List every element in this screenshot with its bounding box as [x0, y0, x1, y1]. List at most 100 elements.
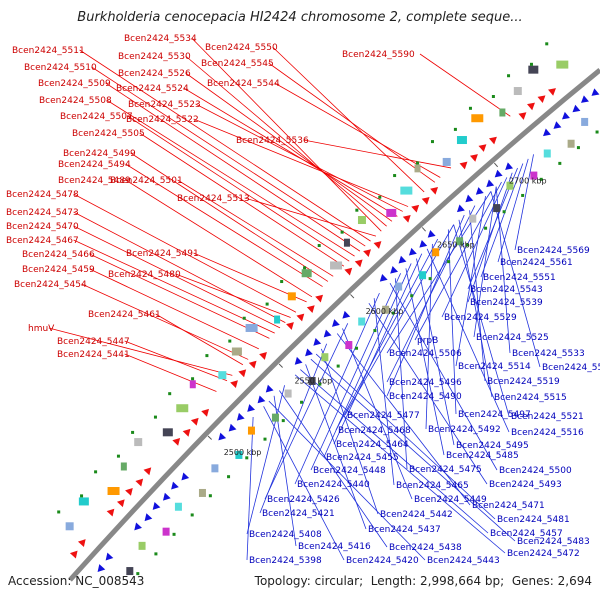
red-gene-label[interactable]: Bcen2424_5499 [63, 149, 136, 159]
red-gene-label[interactable]: Bcen2424_5544 [207, 79, 280, 89]
blue-gene-label[interactable]: Bcen2424_5506 [389, 349, 462, 359]
red-gene-label[interactable]: Bcen2424_5590 [342, 50, 415, 60]
red-gene-label[interactable]: Bcen2424_5526 [118, 69, 191, 79]
red-gene-label[interactable]: Bcen2424_5536 [236, 136, 309, 146]
red-gene-label[interactable]: Bcen2424_5494 [58, 160, 131, 170]
red-gene-label[interactable]: Bcen2424_5441 [57, 350, 130, 360]
red-gene-label[interactable]: Bcen2424_5545 [201, 59, 274, 69]
blue-gene-label[interactable]: Bcen2424_5464 [336, 440, 409, 450]
feature-dot [280, 280, 284, 284]
blue-gene-label[interactable]: Bcen2424_5481 [497, 515, 570, 525]
red-gene-label[interactable]: Bcen2424_5511 [12, 46, 85, 56]
blue-gene-label[interactable]: Bcen2424_5426 [267, 495, 340, 505]
red-gene-label[interactable]: Bcen2424_5454 [14, 280, 87, 290]
red-gene-label[interactable]: Bcen2424_5470 [6, 222, 79, 232]
feature-block [107, 487, 120, 496]
red-gene-label[interactable]: hmuV [28, 324, 55, 334]
feature-block [287, 292, 296, 301]
blue-gene-label[interactable]: Bcen2424_5468 [338, 426, 411, 436]
blue-gene-label[interactable]: Bcen2424_5443 [427, 556, 500, 566]
forward-gene-arrow [230, 380, 238, 389]
blue-leader-lines [246, 154, 541, 561]
blue-gene-label[interactable]: Bcen2424_5471 [472, 501, 545, 511]
blue-gene-label[interactable]: Bcen2424_5519 [487, 377, 560, 387]
blue-gene-label[interactable]: Bcen2424_5533 [512, 349, 585, 359]
blue-gene-label[interactable]: Bcen2424_5465 [396, 481, 469, 491]
blue-gene-labels: Bcen2424_5569 Bcen2424_5561 Bcen2424_5551 B… [249, 246, 600, 566]
red-gene-label[interactable]: Bcen2424_5491 [126, 249, 199, 259]
blue-gene-label[interactable]: Bcen2424_5408 [249, 530, 322, 540]
red-gene-label[interactable]: Bcen2424_5523 [128, 100, 201, 110]
blue-gene-label[interactable]: Bcen2424_5529 [444, 313, 517, 323]
red-gene-label[interactable]: Bcen2424_5505 [72, 129, 145, 139]
blue-gene-label[interactable]: Bcen2424_5561 [500, 258, 573, 268]
reverse-gene-arrow [465, 194, 474, 203]
blue-gene-label[interactable]: Bcen2424_5521 [511, 412, 584, 422]
red-gene-label[interactable]: Bcen2424_5501 [110, 176, 183, 186]
blue-gene-label[interactable]: Bcen2424_5539 [470, 298, 543, 308]
red-gene-label[interactable]: Bcen2424_5461 [88, 310, 161, 320]
blue-gene-label[interactable]: Bcen2424_5514 [458, 362, 531, 372]
blue-gene-label[interactable]: Bcen2424_5497 [458, 410, 531, 420]
blue-leader-line [514, 154, 534, 251]
blue-gene-label[interactable]: Bcen2424_5485 [446, 451, 519, 461]
blue-gene-label[interactable]: Bcen2424_5492 [428, 425, 501, 435]
red-gene-label[interactable]: Bcen2424_5510 [24, 63, 97, 73]
red-gene-label[interactable]: Bcen2424_5530 [118, 52, 191, 62]
accession-label: Accession: [8, 574, 72, 588]
blue-gene-label[interactable]: Bcen2424_5398 [249, 556, 322, 566]
blue-gene-label[interactable]: Bcen2424_5537 [542, 363, 600, 373]
blue-gene-label[interactable]: Bcen2424_5437 [368, 525, 441, 535]
blue-gene-label[interactable]: Bcen2424_5483 [517, 537, 590, 547]
red-gene-label[interactable]: Bcen2424_5507 [60, 112, 133, 122]
blue-gene-label[interactable]: Bcen2424_5440 [297, 480, 370, 490]
blue-gene-label[interactable]: Bcen2424_5525 [476, 333, 549, 343]
blue-gene-label[interactable]: Bcen2424_5490 [389, 392, 462, 402]
blue-gene-label[interactable]: Bcen2424_5448 [313, 466, 386, 476]
blue-gene-label[interactable]: Bcen2424_5457 [490, 529, 563, 539]
red-gene-label[interactable]: Bcen2424_5447 [57, 337, 130, 347]
blue-gene-label[interactable]: Bcen2424_5477 [347, 411, 420, 421]
blue-gene-label[interactable]: Bcen2424_5543 [470, 285, 543, 295]
red-gene-label[interactable]: Bcen2424_5473 [6, 208, 79, 218]
blue-gene-label[interactable]: Bcen2424_5500 [499, 466, 572, 476]
blue-gene-label[interactable]: Bcen2424_5438 [389, 543, 462, 553]
blue-gene-label[interactable]: Bcen2424_5416 [298, 542, 371, 552]
forward-gene-arrow [421, 197, 430, 205]
red-gene-label[interactable]: Bcen2424_5534 [124, 34, 197, 44]
blue-gene-label[interactable]: Bcen2424_5449 [414, 495, 487, 505]
blue-gene-label[interactable]: Bcen2424_5516 [511, 428, 584, 438]
blue-gene-label[interactable]: Bcen2424_5551 [483, 273, 556, 283]
blue-gene-label[interactable]: Bcen2424_5496 [389, 378, 462, 388]
reverse-gene-arrow [332, 319, 340, 327]
red-gene-label[interactable]: Bcen2424_5489 [58, 176, 131, 186]
blue-gene-label[interactable]: Bcen2424_5421 [262, 509, 335, 519]
forward-gene-arrow [172, 437, 181, 446]
red-leader-line [195, 103, 403, 212]
red-gene-label[interactable]: Bcen2424_5480 [108, 270, 181, 280]
blue-gene-label[interactable]: Bcen2424_5493 [489, 480, 562, 490]
blue-gene-label[interactable]: Bcen2424_5515 [494, 393, 567, 403]
blue-gene-label[interactable]: Bcen2424_5442 [380, 510, 453, 520]
red-gene-label[interactable]: Bcen2424_5513 [177, 194, 250, 204]
red-gene-label[interactable]: Bcen2424_5459 [22, 265, 95, 275]
blue-gene-label[interactable]: Bcen2424_5495 [456, 441, 529, 451]
forward-gene-arrow [116, 499, 125, 508]
red-gene-label[interactable]: Bcen2424_5508 [39, 96, 112, 106]
red-gene-label[interactable]: Bcen2424_5478 [6, 190, 79, 200]
red-gene-label[interactable]: Bcen2424_5466 [22, 250, 95, 260]
red-gene-label[interactable]: Bcen2424_5524 [116, 84, 189, 94]
blue-leader-line [294, 374, 506, 554]
blue-gene-label[interactable]: Bcen2424_5472 [507, 549, 580, 559]
red-gene-label[interactable]: Bcen2424_5522 [126, 115, 199, 125]
feature-block [138, 541, 146, 550]
blue-gene-label[interactable]: Bcen2424_5455 [326, 453, 399, 463]
feature-dot [545, 42, 549, 46]
red-gene-label[interactable]: Bcen2424_5550 [205, 43, 278, 53]
blue-gene-label[interactable]: prpB [417, 336, 438, 346]
blue-gene-label[interactable]: Bcen2424_5475 [409, 465, 482, 475]
blue-gene-label[interactable]: Bcen2424_5569 [517, 246, 590, 256]
red-gene-label[interactable]: Bcen2424_5509 [38, 79, 111, 89]
red-gene-label[interactable]: Bcen2424_5467 [6, 236, 79, 246]
blue-gene-label[interactable]: Bcen2424_5420 [346, 556, 419, 566]
